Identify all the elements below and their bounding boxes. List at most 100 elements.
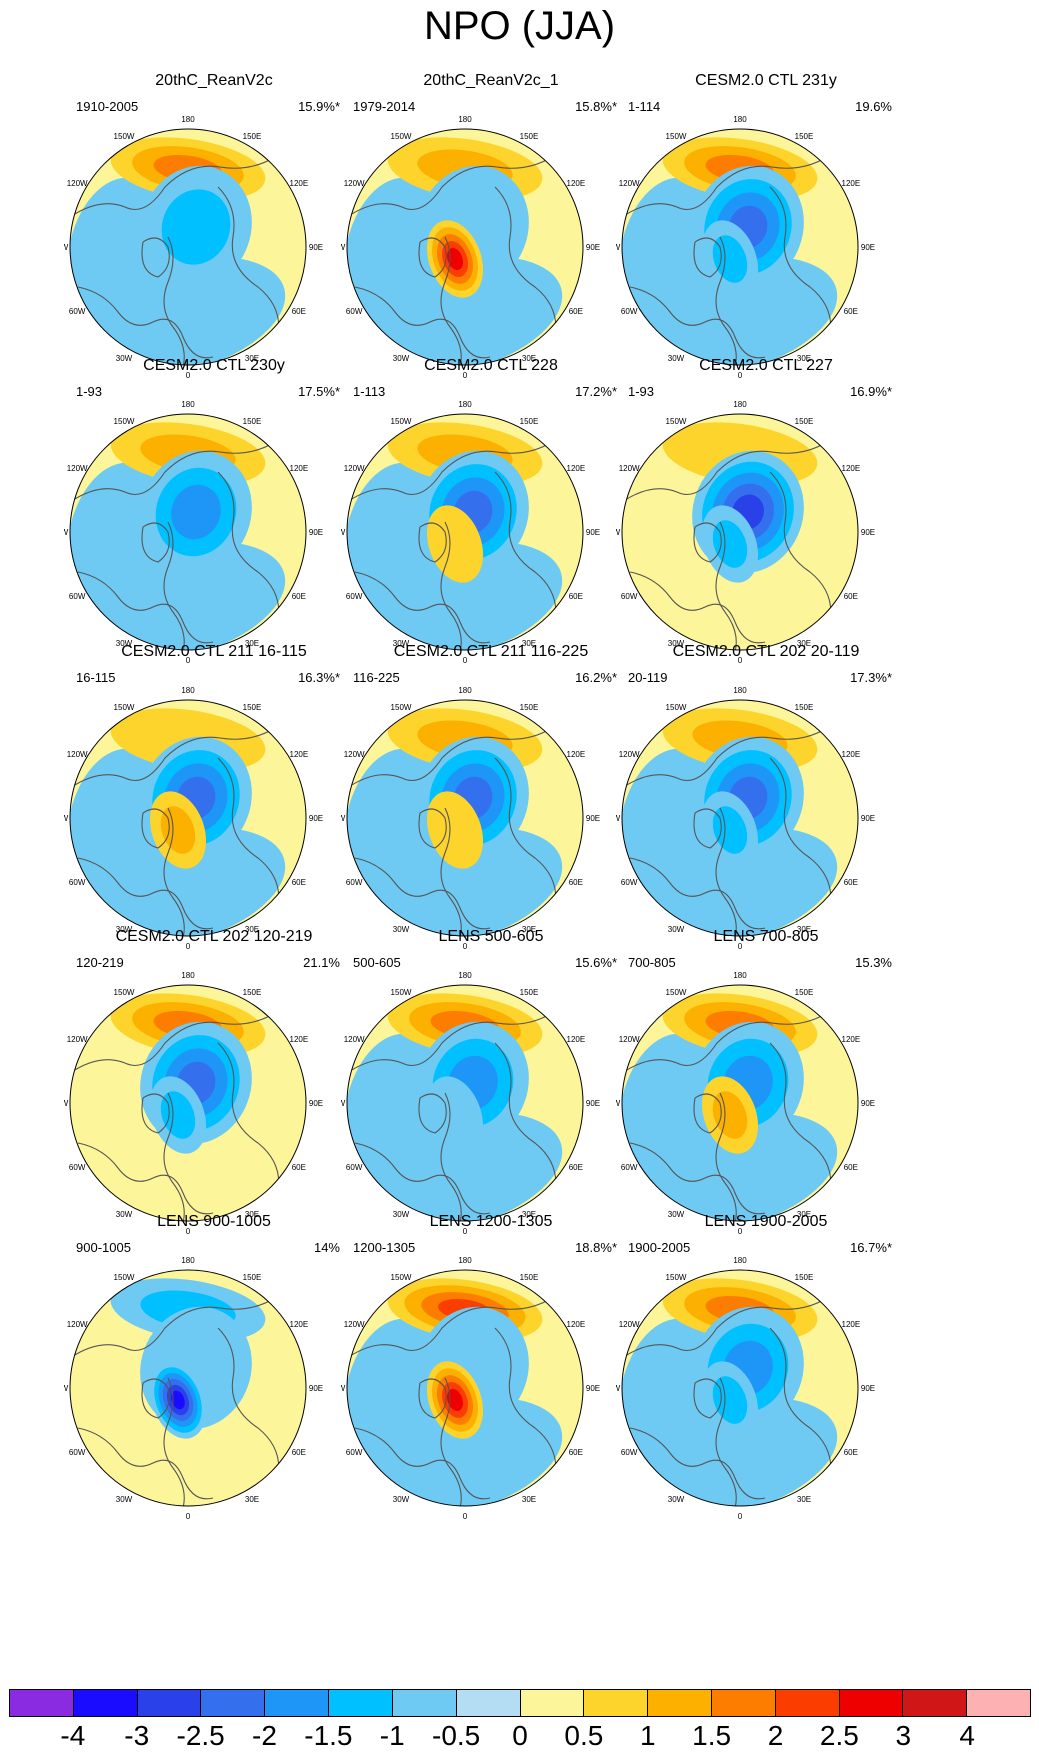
longitude-label: 90E <box>861 814 875 823</box>
coastline <box>217 471 280 623</box>
longitude-label: 180 <box>458 1256 472 1265</box>
longitude-label: 120W <box>344 750 365 759</box>
panel-title: LENS 900-1005 <box>157 1213 271 1230</box>
panel-title: 20thC_ReanV2c_1 <box>423 72 559 89</box>
longitude-label: 60W <box>621 878 638 887</box>
map-boundary <box>346 413 584 651</box>
panel-period: 500-605 <box>353 955 401 970</box>
longitude-label: 30W <box>116 925 133 934</box>
longitude-label: 120W <box>67 179 88 188</box>
longitude-label: 150W <box>666 1273 687 1282</box>
coastline <box>163 1377 185 1506</box>
greenland-contour <box>426 505 484 583</box>
panel-period: 1900-2005 <box>628 1240 691 1255</box>
coastline <box>141 237 170 278</box>
longitude-label: 90E <box>309 1099 323 1108</box>
longitude-label: 120W <box>67 750 88 759</box>
longitude-label: 0 <box>463 1512 468 1521</box>
greenland-contour <box>171 1390 185 1410</box>
longitude-label: 60E <box>844 1448 858 1457</box>
colorbar-swatch <box>520 1690 585 1716</box>
longitude-label: 180 <box>733 686 747 695</box>
longitude-label: 120E <box>842 179 861 188</box>
longitude-label: 180 <box>733 971 747 980</box>
map-panel: 20thC_ReanV2c 1910-2005 15.9%* 180 150E 120E 9… <box>64 72 364 392</box>
coastline <box>77 857 214 930</box>
panel-variance-explained: 14% <box>313 1240 340 1255</box>
colorbar-swatch <box>456 1690 521 1716</box>
longitude-label: 30W <box>668 1495 685 1504</box>
longitude-label: 150E <box>795 1273 814 1282</box>
coastline <box>354 857 491 930</box>
coastline <box>629 286 766 359</box>
longitude-label: 150E <box>520 132 539 141</box>
longitude-label: 120E <box>567 464 586 473</box>
longitude-label: 30E <box>245 639 259 648</box>
longitude-label: 30W <box>393 354 410 363</box>
longitude-label: 120E <box>290 179 309 188</box>
map-panel: CESM2.0 CTL 211 16-115 16-115 16.3%* 180 150… <box>64 643 364 963</box>
coastline <box>217 186 280 338</box>
greenland-contour <box>426 791 484 869</box>
coastline <box>693 808 722 849</box>
longitude-label: 180 <box>181 1256 195 1265</box>
longitude-label: 30W <box>116 639 133 648</box>
panel-title: CESM2.0 CTL 230y <box>143 357 285 374</box>
longitude-label: 180 <box>181 686 195 695</box>
map-boundary <box>69 128 307 366</box>
longitude-label: 180 <box>733 400 747 409</box>
map-boundary <box>346 1269 584 1507</box>
coastline <box>440 236 462 365</box>
coastline <box>217 757 280 909</box>
longitude-label: 0 <box>463 371 468 380</box>
colorbar-swatch <box>392 1690 457 1716</box>
longitude-label: 30W <box>116 1210 133 1219</box>
longitude-label: 60E <box>292 1448 306 1457</box>
panel-title: CESM2.0 CTL 202 120-219 <box>115 928 313 945</box>
colorbar-tick-label: 1.5 <box>692 1720 732 1751</box>
polar-stereographic-map: 180 150E 120E 90E 60E 30E 0 30W 60W 90W 120W 150W <box>341 400 600 665</box>
longitude-label: 180 <box>458 686 472 695</box>
greenland-contour <box>160 1091 196 1139</box>
longitude-label: 150E <box>520 417 539 426</box>
coastline <box>217 1327 280 1479</box>
colorbar-swatch <box>775 1690 840 1716</box>
coastline <box>693 237 722 278</box>
coastline <box>494 1042 557 1194</box>
greenland-contour <box>446 1388 464 1412</box>
longitude-label: 90E <box>586 1099 600 1108</box>
longitude-label: 120E <box>290 1035 309 1044</box>
polar-stereographic-map: 180 150E 120E 90E 60E 30E 0 30W 60W 90W 120W 150W <box>616 1256 875 1521</box>
colorbar-tick-label: -4 <box>60 1720 86 1751</box>
colorbar-swatch <box>967 1690 1030 1716</box>
coastline <box>77 571 214 644</box>
longitude-label: 0 <box>186 942 191 951</box>
longitude-label: 180 <box>181 971 195 980</box>
greenland-contour <box>712 1091 748 1139</box>
polar-stereographic-map: 180 150E 120E 90E 60E 30E 0 30W 60W 90W 120W 150W <box>341 686 600 951</box>
colorbar-swatch <box>265 1690 330 1716</box>
map-boundary <box>621 984 859 1222</box>
longitude-label: 60E <box>569 1448 583 1457</box>
map-panel: CESM2.0 CTL 227 1-93 16.9%* 180 150E 120E 90E 6… <box>616 357 916 677</box>
coastline <box>494 757 557 909</box>
coastline <box>354 286 491 359</box>
coastline <box>440 1092 462 1221</box>
coastline <box>494 1327 557 1479</box>
longitude-label: 30E <box>245 1495 259 1504</box>
panel-title: LENS 700-805 <box>713 928 819 945</box>
map-panel: CESM2.0 CTL 211 116-225 116-225 16.2%* 180 1… <box>341 643 641 963</box>
panel-variance-explained: 19.6% <box>855 99 892 114</box>
longitude-label: 90W <box>616 1384 621 1393</box>
map-panel: LENS 700-805 700-805 15.3% 180 150E 120E 90E 60… <box>616 928 916 1248</box>
panel-period: 1-113 <box>353 384 386 399</box>
colorbar-swatch <box>903 1690 968 1716</box>
greenland-contour <box>160 806 196 854</box>
longitude-label: 120W <box>619 1320 640 1329</box>
longitude-label: 0 <box>463 942 468 951</box>
longitude-label: 150W <box>666 417 687 426</box>
longitude-label: 30W <box>393 639 410 648</box>
longitude-label: 150E <box>243 1273 262 1282</box>
longitude-label: 150W <box>666 988 687 997</box>
